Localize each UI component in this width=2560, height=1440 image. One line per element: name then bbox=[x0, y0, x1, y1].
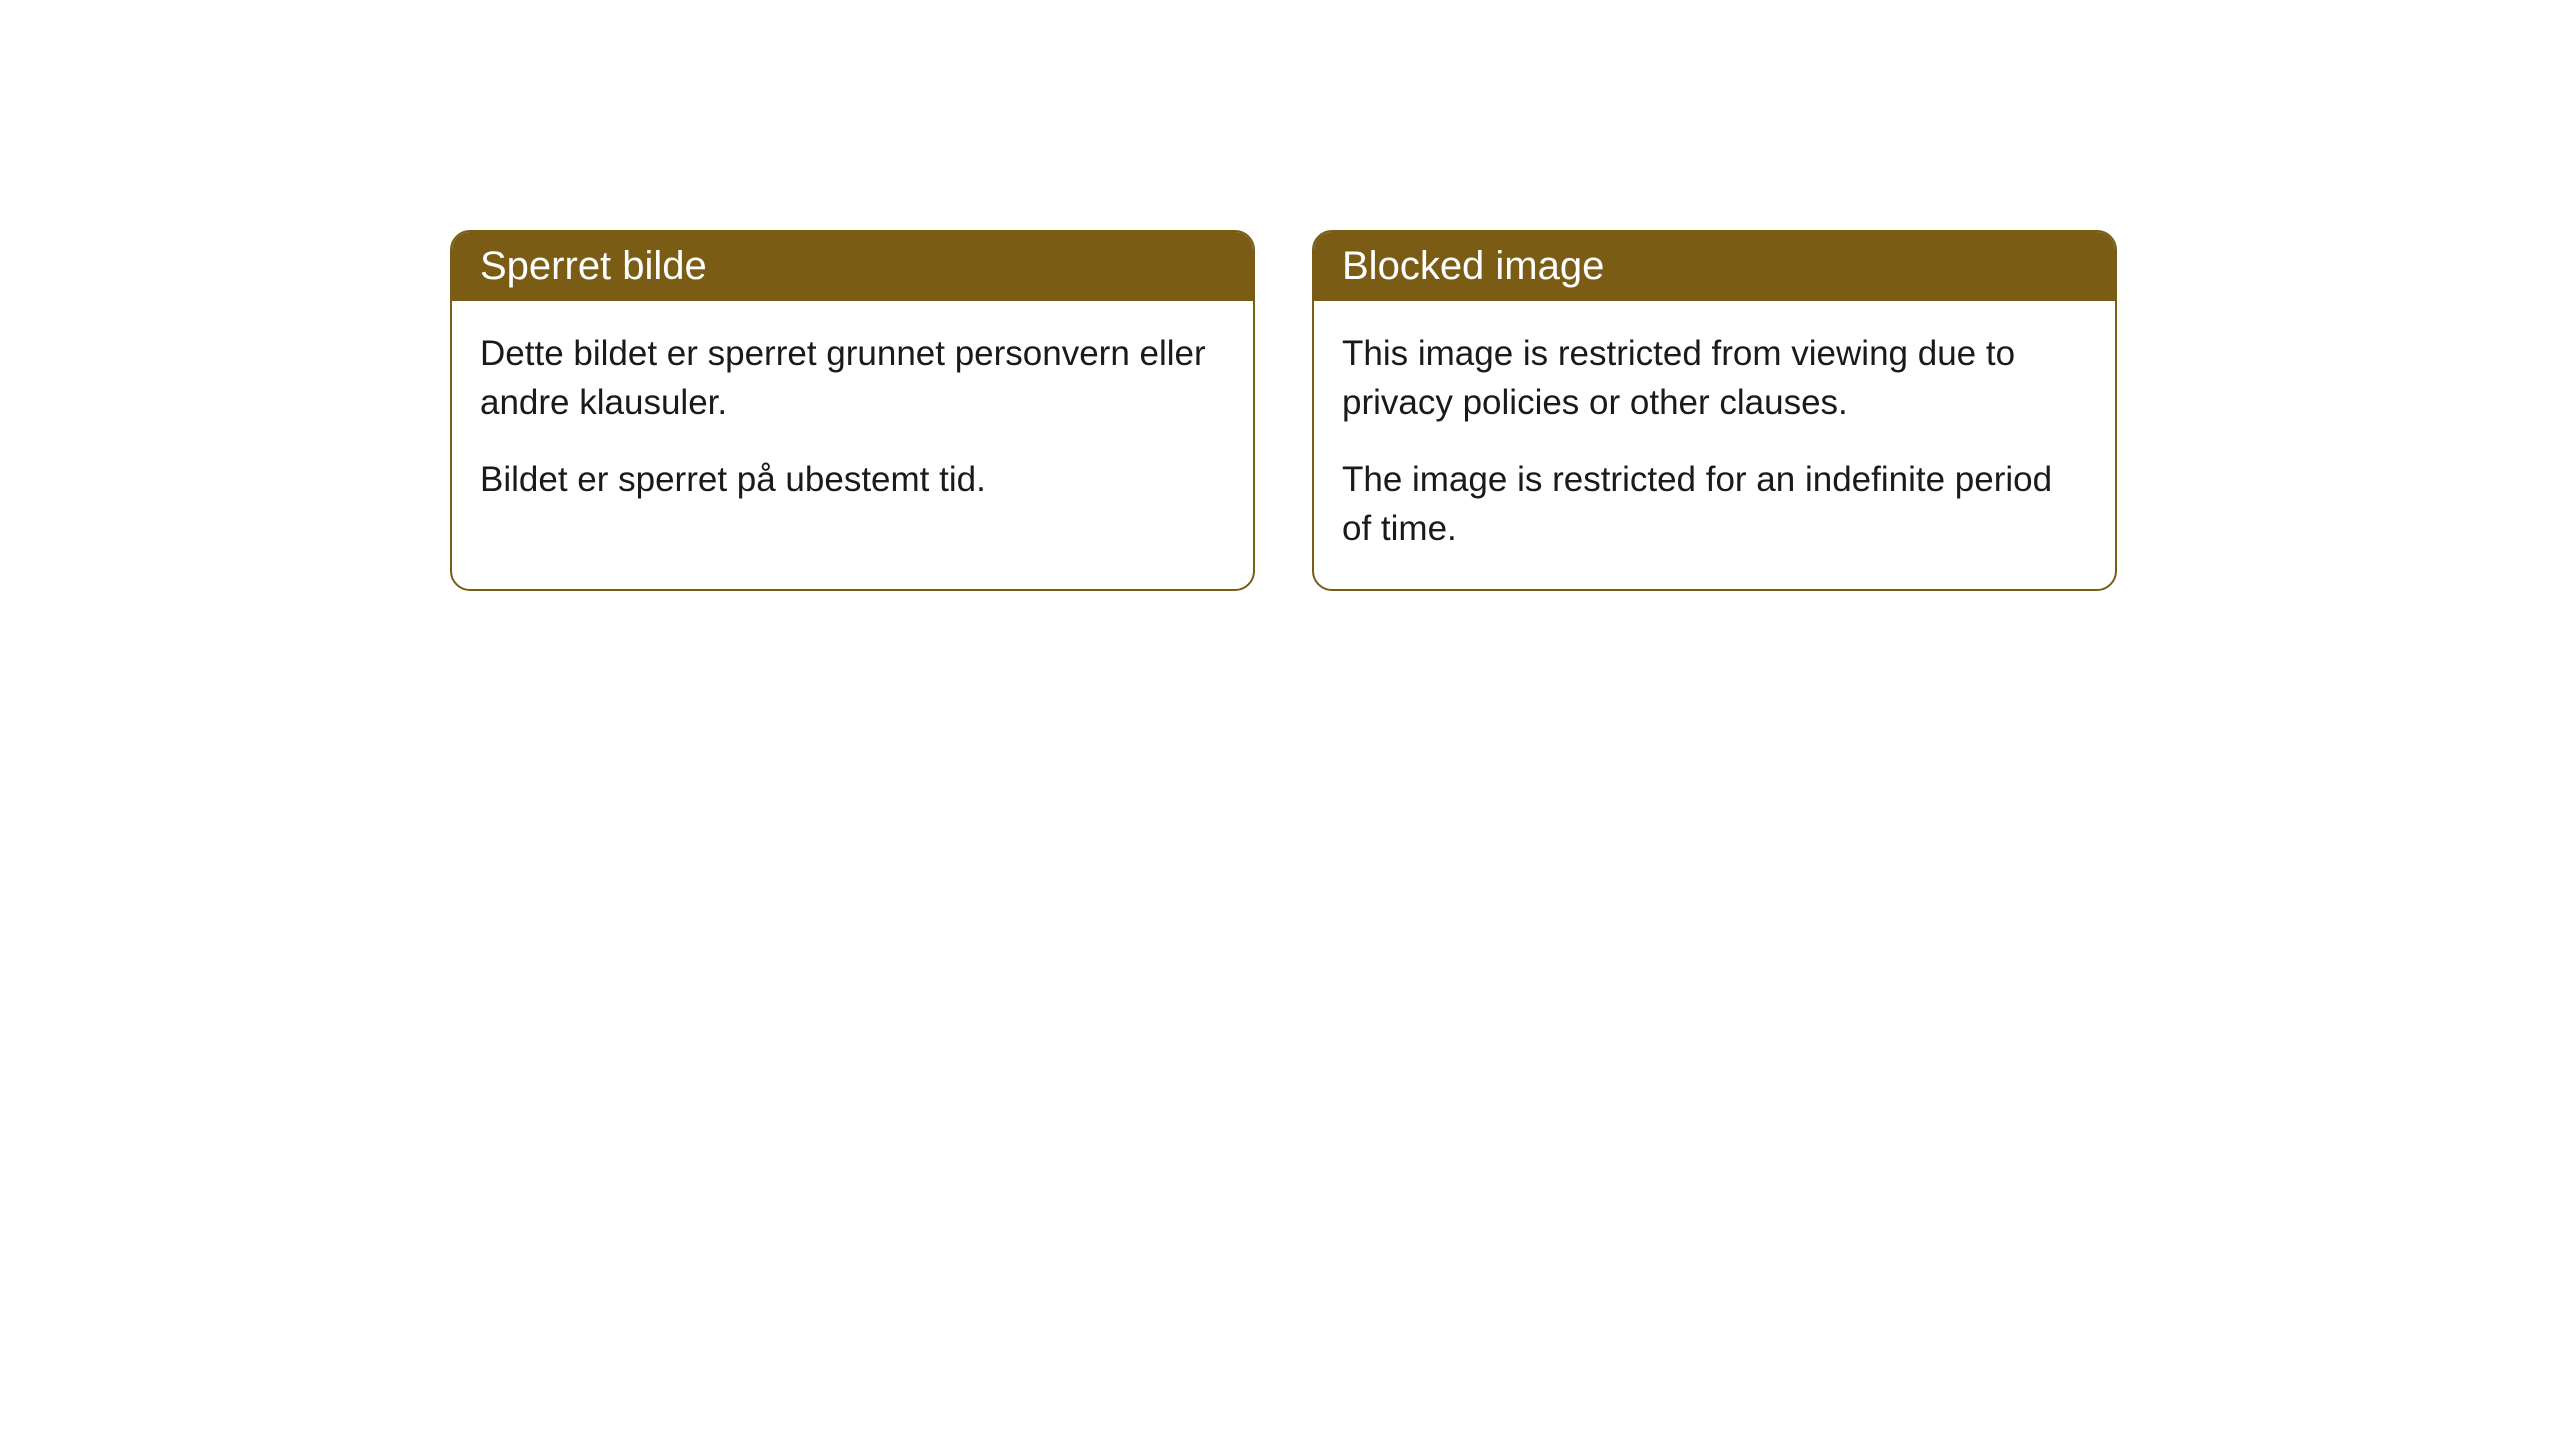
notice-card-norwegian: Sperret bilde Dette bildet er sperret gr… bbox=[450, 230, 1255, 591]
card-header-english: Blocked image bbox=[1314, 232, 2115, 301]
notice-card-english: Blocked image This image is restricted f… bbox=[1312, 230, 2117, 591]
card-body-english: This image is restricted from viewing du… bbox=[1314, 301, 2115, 589]
card-paragraph-2-norwegian: Bildet er sperret på ubestemt tid. bbox=[480, 455, 1225, 504]
card-paragraph-2-english: The image is restricted for an indefinit… bbox=[1342, 455, 2087, 553]
notice-cards-container: Sperret bilde Dette bildet er sperret gr… bbox=[450, 230, 2560, 591]
card-paragraph-1-english: This image is restricted from viewing du… bbox=[1342, 329, 2087, 427]
card-title-english: Blocked image bbox=[1342, 244, 1604, 288]
card-body-norwegian: Dette bildet er sperret grunnet personve… bbox=[452, 301, 1253, 540]
card-title-norwegian: Sperret bilde bbox=[480, 244, 707, 288]
card-header-norwegian: Sperret bilde bbox=[452, 232, 1253, 301]
card-paragraph-1-norwegian: Dette bildet er sperret grunnet personve… bbox=[480, 329, 1225, 427]
